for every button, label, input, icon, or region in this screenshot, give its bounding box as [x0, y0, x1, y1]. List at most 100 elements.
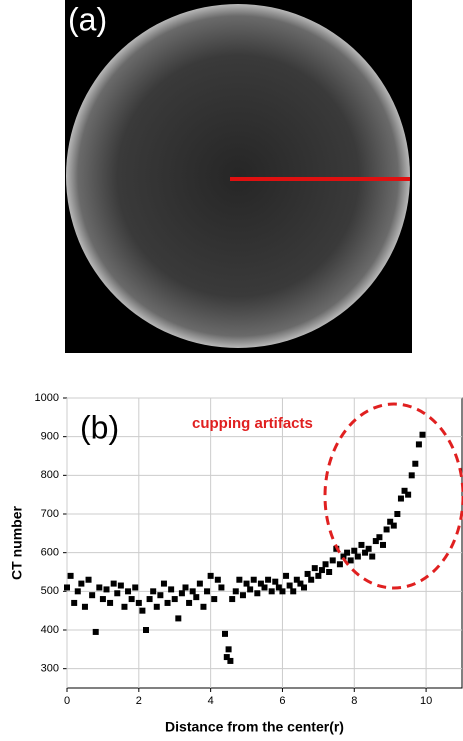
- point: [354, 553, 361, 560]
- point: [257, 580, 264, 587]
- point: [204, 588, 211, 595]
- point: [218, 584, 225, 591]
- point: [103, 586, 110, 593]
- point: [279, 588, 286, 595]
- point: [293, 576, 300, 583]
- point: [297, 580, 304, 587]
- point: [99, 596, 106, 603]
- point: [171, 596, 178, 603]
- point: [207, 572, 214, 579]
- point: [387, 518, 394, 525]
- point: [239, 592, 246, 599]
- point: [186, 599, 193, 606]
- point: [211, 596, 218, 603]
- point: [74, 588, 81, 595]
- point: [412, 460, 419, 467]
- point: [336, 561, 343, 568]
- point: [227, 657, 234, 664]
- point: [92, 628, 99, 635]
- point: [214, 576, 221, 583]
- point: [67, 572, 74, 579]
- point: [383, 526, 390, 533]
- point: [114, 590, 121, 597]
- point: [304, 570, 311, 577]
- point: [160, 580, 167, 587]
- point: [85, 576, 92, 583]
- point: [89, 592, 96, 599]
- point: [139, 607, 146, 614]
- point: [326, 569, 333, 575]
- point: [107, 599, 114, 606]
- x-tick-label: 4: [208, 695, 214, 707]
- point: [229, 596, 236, 603]
- plot-area: [66, 397, 463, 689]
- point: [283, 572, 290, 579]
- y-tick-label: 800: [41, 469, 59, 481]
- point: [153, 603, 160, 610]
- point: [157, 592, 164, 599]
- x-axis-label: Distance from the center(r): [165, 719, 344, 735]
- point: [286, 582, 293, 589]
- point: [344, 549, 351, 556]
- point: [390, 522, 397, 529]
- point: [369, 553, 376, 560]
- point: [376, 534, 383, 541]
- point: [125, 588, 132, 595]
- point: [272, 578, 279, 585]
- point: [265, 576, 272, 583]
- point: [380, 541, 386, 548]
- point: [168, 586, 175, 593]
- point: [358, 541, 365, 548]
- point: [175, 615, 182, 622]
- point: [329, 557, 336, 564]
- y-tick-label: 700: [41, 508, 59, 520]
- point: [225, 646, 232, 653]
- point: [121, 603, 128, 610]
- point: [132, 584, 139, 591]
- point: [308, 576, 315, 583]
- x-tick-label: 0: [64, 695, 70, 707]
- point: [223, 654, 230, 661]
- point: [415, 441, 422, 448]
- point: [117, 582, 124, 589]
- point: [290, 588, 297, 595]
- point: [243, 580, 250, 587]
- point: [315, 572, 322, 579]
- point: [365, 545, 372, 552]
- point: [405, 491, 412, 498]
- point: [362, 549, 369, 556]
- point: [135, 599, 142, 606]
- point: [268, 588, 275, 595]
- point: [146, 596, 153, 603]
- point: [189, 588, 196, 595]
- point: [182, 584, 189, 591]
- highlight-ellipse: [323, 402, 463, 590]
- y-tick-label: 900: [41, 431, 59, 443]
- point: [236, 576, 243, 583]
- point: [419, 431, 426, 438]
- point: [193, 594, 200, 601]
- panel-label: (b): [80, 409, 119, 445]
- x-tick-label: 2: [136, 695, 142, 707]
- y-axis-label: CT number: [9, 506, 25, 580]
- point: [150, 588, 157, 595]
- y-tick-label: 400: [41, 624, 59, 636]
- point: [222, 630, 228, 637]
- point: [301, 584, 307, 591]
- point: [261, 584, 268, 591]
- point: [196, 580, 203, 587]
- point: [64, 584, 70, 591]
- point: [247, 586, 254, 593]
- point: [275, 584, 282, 591]
- point: [347, 557, 354, 564]
- x-tick-label: 10: [420, 695, 432, 707]
- y-tick-label: 300: [41, 663, 59, 675]
- y-tick-label: 500: [41, 585, 59, 597]
- point: [394, 511, 401, 517]
- point: [178, 590, 185, 597]
- point: [232, 588, 239, 595]
- point: [200, 603, 207, 610]
- point: [254, 590, 261, 597]
